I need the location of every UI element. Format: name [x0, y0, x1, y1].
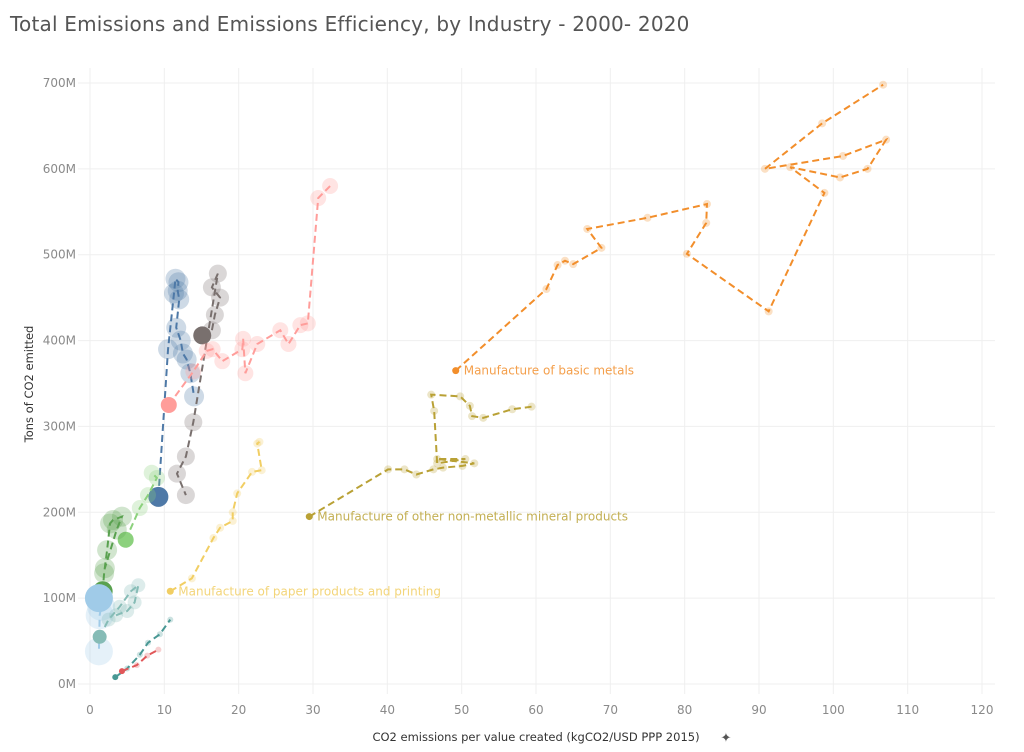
- series-line: [157, 276, 196, 497]
- x-tick-label: 110: [896, 703, 919, 717]
- data-point[interactable]: [257, 466, 266, 475]
- data-point[interactable]: [94, 563, 115, 584]
- data-point[interactable]: [643, 213, 652, 222]
- start-point[interactable]: [148, 486, 169, 507]
- start-point[interactable]: [160, 396, 177, 413]
- data-point[interactable]: [429, 465, 438, 474]
- data-point[interactable]: [433, 459, 442, 468]
- data-point[interactable]: [838, 151, 847, 160]
- y-tick-label: 600M: [43, 162, 76, 176]
- series-line: [169, 441, 263, 593]
- series-line: [308, 393, 532, 518]
- series-3: [148, 268, 205, 507]
- x-tick-label: 30: [305, 703, 320, 717]
- start-point[interactable]: [112, 674, 119, 681]
- data-point[interactable]: [508, 405, 517, 414]
- x-tick-label: 70: [603, 703, 618, 717]
- y-tick-label: 400M: [43, 334, 76, 348]
- data-point[interactable]: [185, 363, 202, 380]
- data-point[interactable]: [84, 637, 113, 666]
- x-tick-label: 10: [157, 703, 172, 717]
- data-point[interactable]: [836, 173, 845, 182]
- data-point[interactable]: [170, 330, 191, 351]
- series-annotation: Manufacture of basic metals: [464, 364, 634, 378]
- data-point[interactable]: [155, 646, 162, 653]
- series-annotation: Manufacture of other non-metallic minera…: [317, 510, 628, 524]
- x-tick-label: 100: [822, 703, 845, 717]
- y-tick-label: 200M: [43, 505, 76, 519]
- data-point[interactable]: [400, 465, 409, 474]
- y-axis-title: Tons of CO2 emitted: [22, 326, 36, 444]
- x-tick-label: 90: [751, 703, 766, 717]
- chart-title: Total Emissions and Emissions Efficiency…: [10, 12, 690, 36]
- series-0: Manufacture of basic metals: [452, 80, 891, 378]
- series-line: [114, 619, 172, 678]
- x-tick-label: 50: [454, 703, 469, 717]
- data-point[interactable]: [292, 317, 309, 334]
- y-tick-label: 700M: [43, 76, 76, 90]
- start-point[interactable]: [117, 531, 134, 548]
- series-line: [175, 273, 222, 496]
- y-tick-label: 100M: [43, 591, 76, 605]
- data-point[interactable]: [228, 508, 237, 517]
- start-point[interactable]: [118, 668, 125, 675]
- series-annotation: Manufacture of paper products and printi…: [178, 584, 441, 598]
- x-axis-title: CO2 emissions per value created (kgCO2/U…: [372, 730, 699, 744]
- data-point[interactable]: [172, 343, 193, 364]
- data-point[interactable]: [106, 519, 127, 540]
- series-line: [167, 185, 331, 406]
- x-tick-label: 120: [971, 703, 994, 717]
- data-point[interactable]: [280, 336, 297, 353]
- series-5: [160, 178, 339, 413]
- series-4: [167, 264, 230, 505]
- series-line: [455, 83, 889, 372]
- start-point[interactable]: [84, 584, 113, 613]
- series-9: [92, 578, 146, 644]
- data-point[interactable]: [184, 386, 205, 407]
- series-line: [124, 472, 159, 541]
- series-6: [117, 464, 165, 548]
- data-point[interactable]: [299, 315, 316, 332]
- start-point[interactable]: [92, 629, 107, 644]
- x-tick-label: 20: [231, 703, 246, 717]
- series-2: Manufacture of paper products and printi…: [166, 437, 441, 598]
- x-tick-label: 80: [677, 703, 692, 717]
- x-tick-label: 0: [86, 703, 94, 717]
- data-point[interactable]: [165, 268, 186, 289]
- data-point[interactable]: [430, 406, 439, 415]
- x-tick-label: 40: [380, 703, 395, 717]
- start-point[interactable]: [305, 513, 313, 521]
- start-point[interactable]: [166, 587, 174, 595]
- series-line: [101, 514, 124, 592]
- series-11: [118, 646, 162, 675]
- x-tick-label: 60: [528, 703, 543, 717]
- series-line: [121, 648, 159, 673]
- y-tick-label: 500M: [43, 248, 76, 262]
- y-tick-label: 300M: [43, 419, 76, 433]
- series-line: [98, 582, 140, 638]
- start-point[interactable]: [452, 367, 460, 375]
- series-8: [84, 584, 116, 666]
- start-point[interactable]: [193, 326, 212, 345]
- series-1: Manufacture of other non-metallic minera…: [305, 390, 628, 524]
- y-tick-label: 0M: [58, 677, 76, 691]
- pin-icon[interactable]: ✦: [721, 731, 732, 746]
